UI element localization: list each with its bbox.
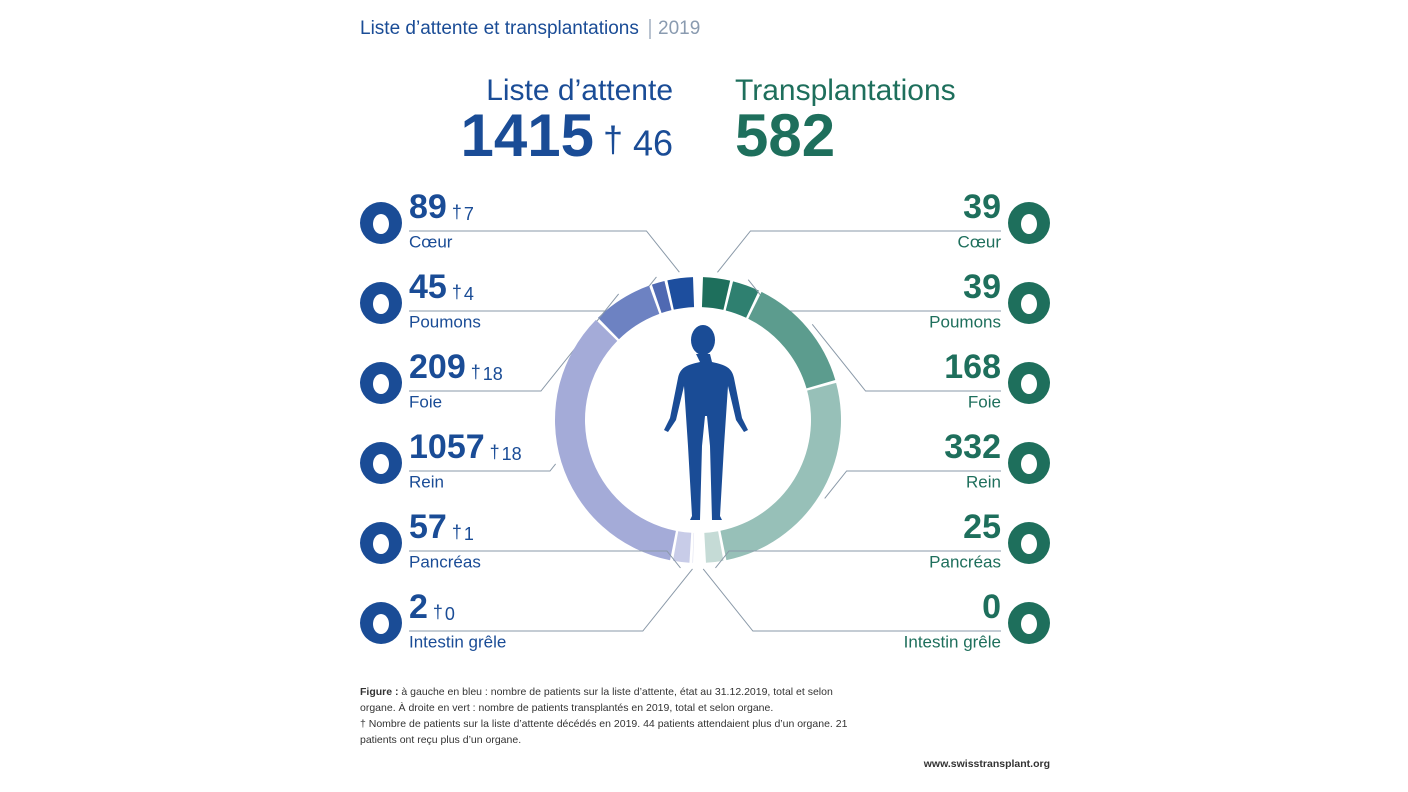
leader-line (824, 470, 1001, 499)
organ-name: Poumons (409, 312, 481, 331)
organ-name: Pancréas (929, 552, 1001, 571)
donut-segment (692, 532, 695, 563)
leader-line (811, 324, 1001, 392)
dagger: † (452, 282, 462, 302)
leader-line (409, 230, 680, 273)
footnote-text: Figure : à gauche en bleu : nombre de pa… (360, 684, 855, 716)
organ-icon-shape (1021, 374, 1037, 394)
organ-icon-shape (373, 374, 389, 394)
dagger: † (603, 119, 623, 160)
leader-line (409, 550, 681, 569)
organ-deaths: 18 (502, 444, 522, 464)
organ-name: Cœur (958, 232, 1002, 251)
organ-value: 168 (944, 348, 1001, 386)
footnote: Figure : à gauche en bleu : nombre de pa… (360, 684, 855, 748)
organ-icon-shape (373, 454, 389, 474)
organ-icon-shape (1021, 614, 1037, 634)
organ-value: 0 (982, 588, 1001, 626)
footnote-body: à gauche en bleu : nombre de patients su… (360, 686, 833, 714)
organ-icon-shape (373, 534, 389, 554)
organ-name: Intestin grêle (409, 632, 506, 651)
dagger: † (433, 602, 443, 622)
leader-line (409, 463, 557, 472)
organ-icon-shape (1021, 454, 1037, 474)
donut-segment (720, 382, 841, 561)
donut-segment (701, 277, 731, 310)
organ-icon-shape (1021, 294, 1037, 314)
donut-segment (555, 319, 676, 561)
transplants-total: 582 (735, 102, 835, 169)
donut-segment (748, 291, 836, 389)
organ-value: 39 (963, 188, 1001, 226)
donut-segment (672, 531, 692, 563)
dagger: † (471, 362, 481, 382)
organ-icon-shape (373, 214, 389, 234)
organ-value: 89 (409, 188, 447, 226)
waiting-deaths: 46 (633, 123, 673, 164)
organ-value: 332 (944, 428, 1001, 466)
donut-segment (704, 531, 724, 563)
donut-segment (598, 285, 660, 340)
dagger: † (452, 202, 462, 222)
organ-deaths: 1 (464, 524, 474, 544)
organ-icon-shape (1021, 534, 1037, 554)
footnote-note: † Nombre de patients sur la liste d’atte… (360, 718, 848, 746)
organ-value: 57 (409, 508, 447, 546)
organ-name: Poumons (929, 312, 1001, 331)
transplants-label: Transplantations (735, 74, 956, 107)
organ-name: Foie (409, 392, 442, 411)
organ-name: Rein (409, 472, 444, 491)
leader-line (702, 568, 1001, 632)
organ-name: Cœur (409, 232, 453, 251)
waiting-label: Liste d’attente (486, 74, 673, 107)
donut-segment (667, 277, 695, 310)
url: www.swisstransplant.org (923, 758, 1050, 770)
organ-deaths: 4 (464, 284, 474, 304)
organ-value: 39 (963, 268, 1001, 306)
dagger: † (452, 522, 462, 542)
organ-value: 209 (409, 348, 466, 386)
human-figure (664, 325, 748, 520)
organ-icon-shape (1021, 214, 1037, 234)
donut-segment (651, 280, 672, 314)
organ-deaths: 0 (445, 604, 455, 624)
footnote-label: Figure : (360, 686, 399, 698)
organ-value: 45 (409, 268, 447, 306)
leader-line (409, 568, 693, 632)
organ-name: Pancréas (409, 552, 481, 571)
organ-icon-shape (373, 614, 389, 634)
organ-deaths: 18 (483, 364, 503, 384)
organ-deaths: 7 (464, 204, 474, 224)
organ-value: 25 (963, 508, 1001, 546)
organ-name: Rein (966, 472, 1001, 491)
donut-segment (725, 281, 759, 318)
organ-name: Intestin grêle (904, 632, 1001, 651)
organ-name: Foie (968, 392, 1001, 411)
year: 2019 (658, 18, 700, 39)
organ-value: 1057 (409, 428, 485, 466)
dagger: † (490, 442, 500, 462)
waiting-total: 1415 (461, 102, 594, 169)
leader-line (715, 550, 1001, 569)
donut-segment (701, 532, 703, 563)
organ-icon-shape (373, 294, 389, 314)
leader-line (717, 230, 1001, 273)
title: Liste d’attente et transplantations (360, 18, 639, 39)
organ-value: 2 (409, 588, 428, 626)
